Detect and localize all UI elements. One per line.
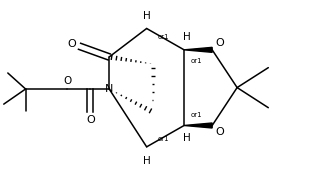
Text: O: O bbox=[86, 115, 95, 125]
Text: O: O bbox=[216, 38, 224, 48]
Text: H: H bbox=[183, 32, 191, 42]
Text: or1: or1 bbox=[158, 34, 169, 40]
Text: or1: or1 bbox=[190, 57, 202, 64]
Text: O: O bbox=[67, 39, 76, 49]
Polygon shape bbox=[184, 47, 212, 52]
Text: H: H bbox=[143, 156, 150, 166]
Text: or1: or1 bbox=[158, 136, 169, 142]
Text: O: O bbox=[63, 76, 71, 86]
Polygon shape bbox=[184, 123, 212, 128]
Text: H: H bbox=[143, 11, 150, 21]
Text: H: H bbox=[183, 133, 191, 143]
Text: N: N bbox=[105, 84, 113, 94]
Text: or1: or1 bbox=[190, 112, 202, 118]
Text: O: O bbox=[216, 127, 224, 137]
